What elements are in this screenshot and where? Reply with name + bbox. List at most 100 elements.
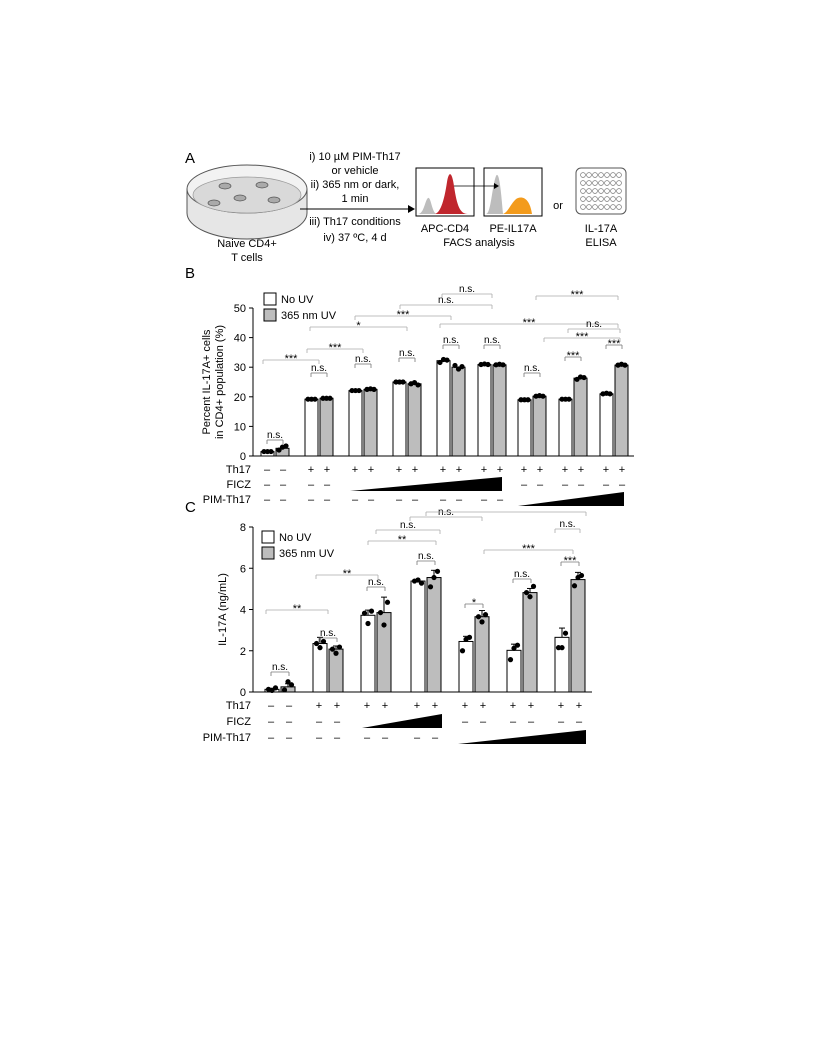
significance-label: ***: [576, 331, 590, 343]
elisa-well: [580, 188, 586, 194]
dish-label-line2: T cells: [231, 252, 263, 264]
elisa-well: [592, 188, 598, 194]
significance-label: n.s.: [586, 319, 602, 330]
condition-value: –: [334, 732, 341, 744]
data-point: [485, 361, 491, 368]
condition-value: +: [316, 700, 322, 712]
condition-label: Th17: [226, 700, 251, 712]
legend-swatch-uv: [261, 546, 275, 560]
concentration-wedge: [458, 730, 586, 744]
condition-value: +: [462, 700, 468, 712]
condition-value: –: [562, 479, 569, 491]
condition-value: +: [619, 464, 625, 476]
y-tick-label: 50: [234, 303, 246, 315]
significance-label: n.s.: [559, 519, 575, 530]
step-line-3: ii) 365 nm or dark,: [311, 179, 400, 191]
condition-label: PIM-Th17: [203, 732, 251, 744]
data-point: [276, 447, 282, 453]
significance-label: *: [356, 320, 361, 332]
data-point: [459, 364, 465, 370]
condition-value: –: [286, 732, 293, 744]
condition-rows-b: Th17– – + + + + + + + + + + + + + + + +FICZ – – – – – – – – – –PIM-…: [203, 464, 626, 506]
elisa-label-line1: IL-17A: [585, 223, 618, 235]
condition-value: –: [528, 716, 535, 728]
condition-value: –: [497, 494, 504, 506]
bar-no-uv: [348, 390, 363, 457]
condition-value: –: [558, 716, 565, 728]
condition-value: –: [280, 464, 287, 476]
data-point: [327, 395, 333, 401]
bar-uv: [426, 577, 442, 693]
elisa-plate-icon: [575, 167, 627, 215]
bar-no-uv: [436, 360, 451, 457]
bar-uv: [407, 383, 422, 457]
significance-label: **: [398, 534, 407, 546]
y-tick-label: 40: [234, 333, 246, 345]
elisa-well: [604, 196, 610, 202]
y-tick-label: 10: [234, 421, 246, 433]
condition-value: +: [537, 464, 543, 476]
condition-value: +: [562, 464, 568, 476]
legend-swatch-uv: [263, 308, 277, 322]
data-point: [562, 630, 569, 636]
elisa-well: [586, 172, 592, 178]
y-tick-label: 4: [240, 605, 246, 617]
elisa-well: [616, 188, 622, 194]
elisa-well: [616, 180, 622, 186]
bar-uv: [363, 388, 378, 457]
condition-label: FICZ: [227, 716, 252, 728]
elisa-well: [610, 180, 616, 186]
data-point: [459, 648, 466, 654]
y-tick-label: 0: [240, 451, 246, 463]
condition-value: –: [352, 494, 359, 506]
elisa-well: [580, 180, 586, 186]
condition-value: –: [308, 479, 315, 491]
elisa-well: [586, 188, 592, 194]
condition-value: +: [396, 464, 402, 476]
data-point: [482, 612, 489, 618]
significance-label: *: [472, 597, 477, 609]
facs-caption: FACS analysis: [443, 237, 515, 249]
elisa-well: [610, 188, 616, 194]
significance-label: n.s.: [484, 335, 500, 346]
bar-no-uv: [599, 393, 614, 457]
elisa-well: [616, 204, 622, 210]
significance-label: ***: [285, 353, 299, 365]
legend-label-uv: 365 nm UV: [281, 310, 337, 322]
chart-c: 0 2 4 6 8 IL-17A (ng/mL) No UV 365 nm UV n.s. n.s…: [217, 507, 592, 699]
dish-label-line1: Naive CD4+: [217, 238, 277, 250]
petri-dish-icon: [186, 164, 308, 240]
condition-value: –: [280, 494, 287, 506]
significance-label: n.s.: [399, 348, 415, 359]
bar-no-uv: [558, 398, 573, 457]
data-point: [320, 638, 327, 645]
condition-value: –: [578, 479, 585, 491]
condition-value: –: [619, 479, 626, 491]
condition-value: +: [578, 464, 584, 476]
condition-value: +: [481, 464, 487, 476]
condition-value: –: [316, 732, 323, 744]
condition-value: –: [286, 716, 293, 728]
condition-value: +: [382, 700, 388, 712]
panel-c-letter: C: [185, 499, 196, 516]
condition-value: –: [264, 464, 271, 476]
significance-label: n.s.: [443, 335, 459, 346]
legend-swatch-no-uv: [261, 530, 275, 544]
concentration-wedge: [518, 492, 624, 506]
panel-b-letter: B: [185, 265, 195, 282]
elisa-well: [604, 188, 610, 194]
elisa-well: [586, 196, 592, 202]
condition-value: +: [368, 464, 374, 476]
condition-value: +: [432, 700, 438, 712]
legend-label-no-uv: No UV: [279, 532, 312, 544]
data-point: [361, 610, 368, 616]
elisa-well: [616, 172, 622, 178]
condition-value: +: [364, 700, 370, 712]
data-point: [437, 359, 443, 366]
elisa-well: [580, 172, 586, 178]
data-point: [415, 577, 421, 583]
elisa-well: [604, 172, 610, 178]
condition-value: –: [576, 716, 583, 728]
data-point: [523, 589, 530, 596]
condition-value: –: [268, 700, 275, 712]
